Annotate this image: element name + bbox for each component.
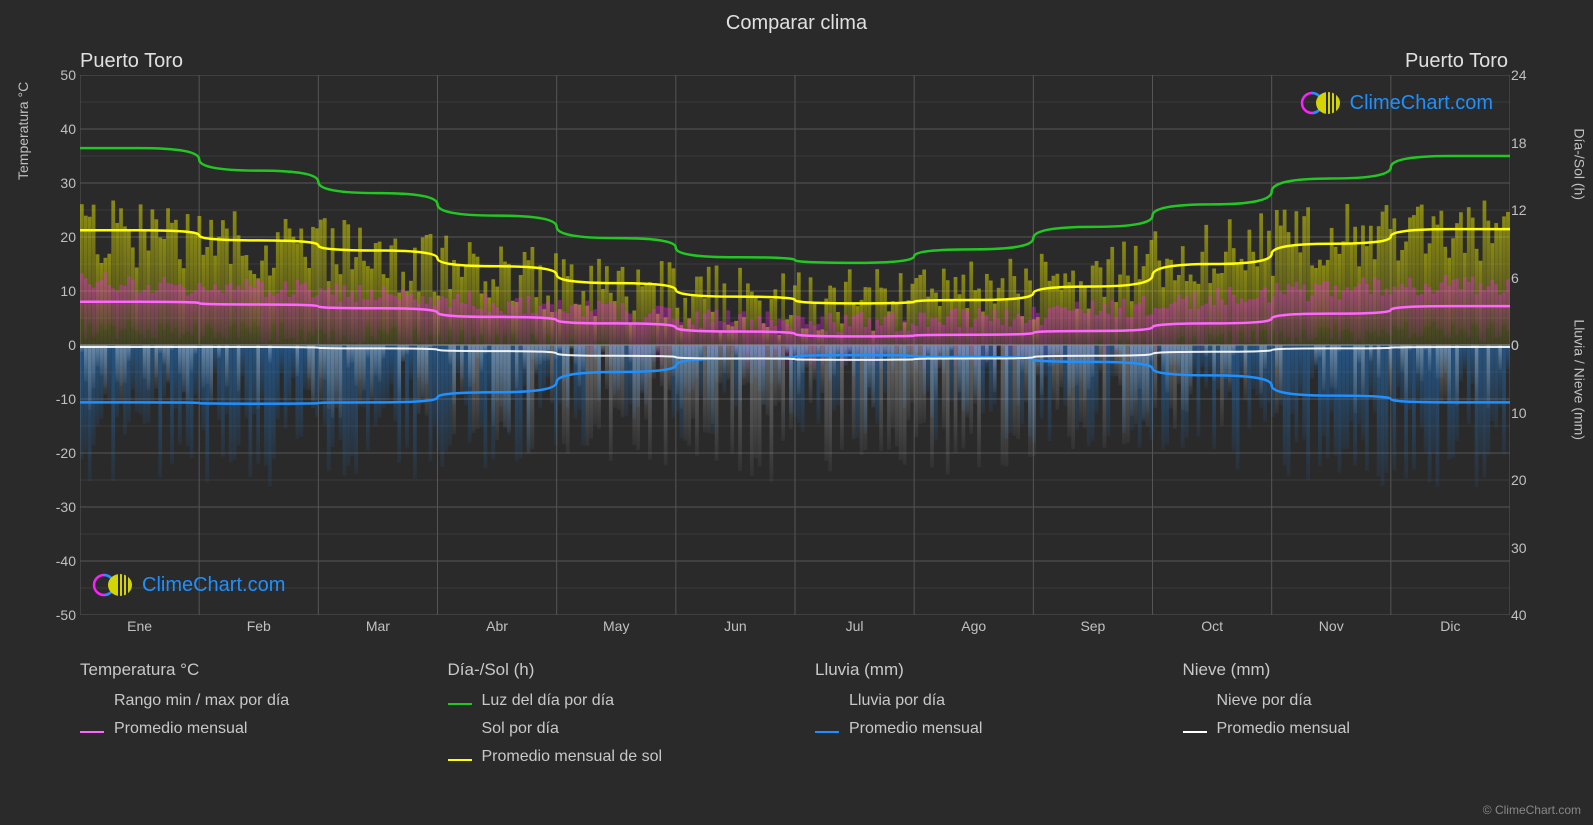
- legend-label: Nieve por día: [1217, 692, 1312, 710]
- y-tick-left: 40: [48, 121, 76, 137]
- x-tick: Feb: [239, 618, 279, 634]
- y-tick-right: 18: [1511, 135, 1531, 151]
- y-tick-left: 50: [48, 67, 76, 83]
- y-axis-label-right-bottom: Lluvia / Nieve (mm): [1572, 319, 1588, 440]
- plot-area: [80, 75, 1510, 615]
- legend-label: Sol por día: [482, 720, 559, 738]
- y-tick-right: 20: [1511, 472, 1531, 488]
- legend-label: Promedio mensual: [1217, 720, 1350, 738]
- watermark-text: ClimeChart.com: [1350, 92, 1493, 115]
- legend-label: Promedio mensual: [849, 720, 982, 738]
- y-tick-left: 30: [48, 175, 76, 191]
- legend-col-snow: Nieve (mm) Nieve por día Promedio mensual: [1183, 660, 1511, 776]
- watermark-top: ClimeChart.com: [1300, 88, 1493, 118]
- legend-label: Promedio mensual: [114, 720, 247, 738]
- y-tick-left: -20: [48, 445, 76, 461]
- location-label-left: Puerto Toro: [80, 50, 183, 73]
- legend-header: Nieve (mm): [1183, 660, 1511, 680]
- legend-col-daylight: Día-/Sol (h) Luz del día por día Sol por d…: [448, 660, 776, 776]
- legend-swatch: [448, 748, 472, 766]
- x-tick: Ago: [954, 618, 994, 634]
- legend-item: Rango min / max por día: [80, 692, 408, 710]
- legend-label: Rango min / max por día: [114, 692, 289, 710]
- x-tick: Ene: [120, 618, 160, 634]
- copyright-text: © ClimeChart.com: [1483, 803, 1581, 817]
- legend-header: Lluvia (mm): [815, 660, 1143, 680]
- legend-label: Luz del día por día: [482, 692, 615, 710]
- legend-swatch: [815, 720, 839, 738]
- x-tick: Mar: [358, 618, 398, 634]
- climate-chart: [80, 75, 1510, 615]
- legend-item: Lluvia por día: [815, 692, 1143, 710]
- legend-swatch: [1183, 720, 1207, 738]
- y-tick-left: -10: [48, 391, 76, 407]
- y-axis-label-right-top: Día-/Sol (h): [1572, 128, 1588, 200]
- x-tick: Sep: [1073, 618, 1113, 634]
- y-tick-right: 0: [1511, 337, 1531, 353]
- x-tick: Nov: [1311, 618, 1351, 634]
- y-tick-left: 10: [48, 283, 76, 299]
- y-tick-right: 10: [1511, 405, 1531, 421]
- y-tick-left: -50: [48, 607, 76, 623]
- legend-label: Promedio mensual de sol: [482, 748, 663, 766]
- chart-title: Comparar clima: [0, 0, 1593, 35]
- y-tick-right: 24: [1511, 67, 1531, 83]
- x-tick: Jun: [715, 618, 755, 634]
- legend-item: Luz del día por día: [448, 692, 776, 710]
- y-tick-left: -30: [48, 499, 76, 515]
- legend-item: Sol por día: [448, 720, 776, 738]
- legend-label: Lluvia por día: [849, 692, 945, 710]
- y-tick-right: 40: [1511, 607, 1531, 623]
- legend: Temperatura °C Rango min / max por día Pro…: [80, 660, 1510, 776]
- y-axis-label-left: Temperatura °C: [15, 82, 31, 180]
- x-tick: Dic: [1430, 618, 1470, 634]
- legend-item: Promedio mensual: [815, 720, 1143, 738]
- x-tick: Oct: [1192, 618, 1232, 634]
- legend-swatch: [448, 692, 472, 710]
- legend-item: Promedio mensual: [1183, 720, 1511, 738]
- legend-col-temperature: Temperatura °C Rango min / max por día Pro…: [80, 660, 408, 776]
- y-tick-right: 12: [1511, 202, 1531, 218]
- x-tick: May: [596, 618, 636, 634]
- legend-item: Nieve por día: [1183, 692, 1511, 710]
- legend-col-rain: Lluvia (mm) Lluvia por día Promedio mensua…: [815, 660, 1143, 776]
- legend-swatch: [80, 720, 104, 738]
- y-tick-left: -40: [48, 553, 76, 569]
- y-tick-left: 20: [48, 229, 76, 245]
- y-tick-right: 30: [1511, 540, 1531, 556]
- legend-header: Día-/Sol (h): [448, 660, 776, 680]
- legend-item: Promedio mensual de sol: [448, 748, 776, 766]
- legend-header: Temperatura °C: [80, 660, 408, 680]
- location-label-right: Puerto Toro: [1405, 50, 1508, 73]
- watermark-bottom: ClimeChart.com: [92, 570, 285, 600]
- x-tick: Abr: [477, 618, 517, 634]
- watermark-text: ClimeChart.com: [142, 574, 285, 597]
- y-tick-left: 0: [48, 337, 76, 353]
- x-tick: Jul: [835, 618, 875, 634]
- y-tick-right: 6: [1511, 270, 1531, 286]
- legend-item: Promedio mensual: [80, 720, 408, 738]
